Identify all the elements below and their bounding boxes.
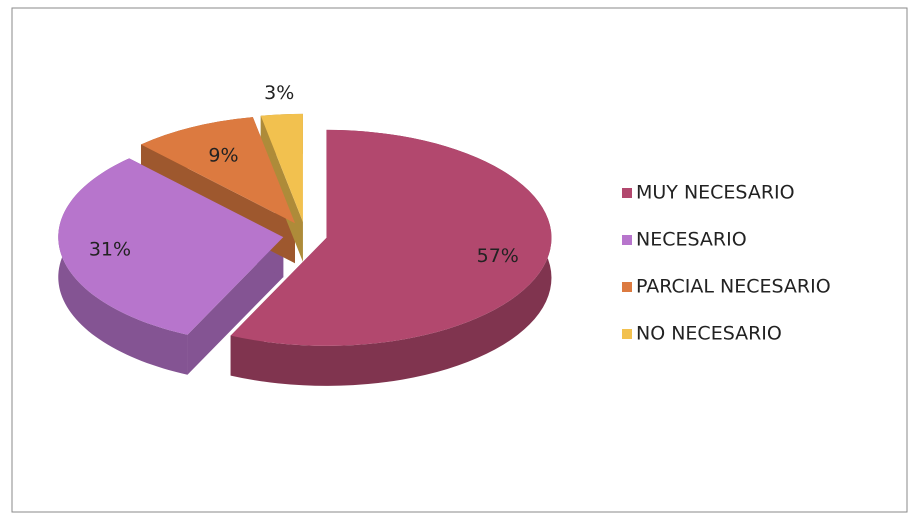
data-label: 57% xyxy=(477,245,519,267)
legend-label: PARCIAL NECESARIO xyxy=(636,276,831,298)
slice-tops xyxy=(58,113,552,346)
chart-border xyxy=(11,7,908,513)
slice xyxy=(58,158,284,335)
slice xyxy=(260,113,303,222)
data-label: 31% xyxy=(89,239,131,261)
slice xyxy=(140,117,296,224)
data-label: 3% xyxy=(264,82,294,104)
legend-swatch xyxy=(622,329,632,339)
data-label: 9% xyxy=(208,144,238,166)
legend-label: NECESARIO xyxy=(636,229,747,251)
legend-swatch xyxy=(622,188,632,198)
slice xyxy=(230,129,552,346)
legend-label: NO NECESARIO xyxy=(636,323,782,345)
slice-wall xyxy=(187,237,284,375)
legend-swatch xyxy=(622,235,632,245)
legend-label: MUY NECESARIO xyxy=(636,182,795,204)
legend-swatch xyxy=(622,282,632,292)
